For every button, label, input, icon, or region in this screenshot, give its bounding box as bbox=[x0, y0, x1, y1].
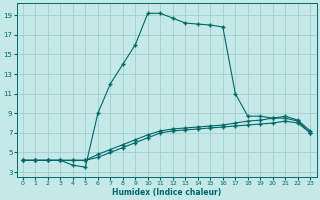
X-axis label: Humidex (Indice chaleur): Humidex (Indice chaleur) bbox=[112, 188, 221, 197]
